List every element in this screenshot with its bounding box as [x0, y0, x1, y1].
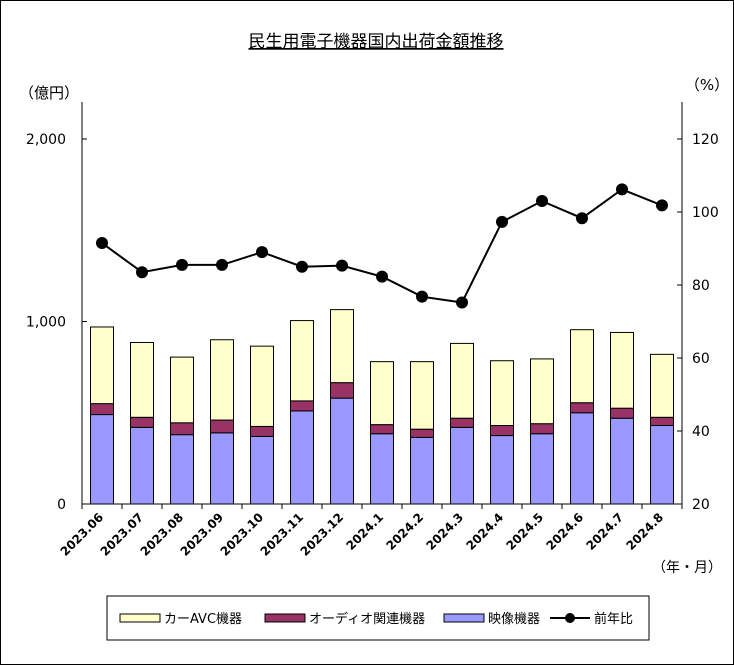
yoy-point	[536, 195, 548, 208]
legend: カーAVC機器 オーディオ関連機器 映像機器 前年比	[106, 595, 650, 641]
x-tick-label: 2023.12	[298, 510, 347, 559]
x-axis-label: （年・月）	[652, 560, 722, 576]
yoy-point	[256, 246, 268, 259]
yoy-point	[96, 237, 108, 250]
bar-segment	[650, 353, 674, 418]
bar-segment	[490, 435, 514, 505]
bar-segment	[250, 425, 274, 437]
bar-segment	[330, 382, 354, 399]
right-tick-label: 40	[692, 424, 710, 440]
bar-segment	[130, 426, 154, 505]
yoy-line	[101, 188, 663, 304]
bar-segment	[170, 434, 194, 505]
x-tick-label: 2024.1	[343, 510, 386, 553]
right-tick-label: 60	[692, 351, 710, 367]
x-tick-label: 2024.8	[623, 510, 666, 553]
x-tick-label: 2024.3	[423, 510, 466, 553]
bar-segment	[210, 339, 234, 421]
yoy-point	[176, 258, 188, 271]
bar-segment	[530, 423, 554, 435]
bar-segment	[370, 361, 394, 426]
yoy-point	[616, 183, 628, 196]
bar-segment	[330, 309, 354, 384]
legend-swatch	[264, 613, 306, 623]
bar-segment	[570, 412, 594, 505]
yoy-point	[336, 259, 348, 272]
legend-marker	[565, 613, 575, 623]
yoy-point	[576, 212, 588, 225]
left-tick-label: 0	[57, 497, 66, 513]
bar-segment	[570, 329, 594, 404]
left-tick-label: 1,000	[26, 315, 66, 331]
bar-segment	[210, 432, 234, 505]
legend-label: カーAVC機器	[164, 612, 242, 627]
bar-segment	[570, 402, 594, 414]
bar-segment	[290, 410, 314, 505]
bar-segment	[370, 433, 394, 505]
bar-segment	[410, 436, 434, 505]
right-axis-unit: （%）	[685, 76, 729, 94]
bar-segment	[290, 400, 314, 412]
right-tick-label: 120	[692, 132, 719, 148]
bar-segment	[490, 425, 514, 437]
bar-segment	[290, 320, 314, 402]
bar-segment	[250, 435, 274, 505]
x-tick-label: 2024.4	[463, 510, 506, 553]
left-tick-label: 2,000	[26, 132, 66, 148]
right-tick-label: 100	[692, 205, 719, 221]
bar-segment	[450, 426, 474, 505]
legend-swatch	[119, 613, 161, 623]
bar-segment	[250, 345, 274, 427]
bar-segment	[90, 414, 114, 505]
legend-swatch	[443, 613, 485, 623]
yoy-point	[296, 260, 308, 273]
yoy-point	[376, 270, 388, 283]
bar-segment	[90, 403, 114, 416]
x-tick-label: 2024.7	[583, 510, 626, 553]
bar-segment	[330, 397, 354, 505]
right-tick-label: 80	[692, 278, 710, 294]
bar-segment	[650, 416, 674, 427]
bar-segment	[530, 358, 554, 425]
bar-segment	[610, 417, 634, 505]
bar-segment	[650, 425, 674, 505]
left-axis-unit: （億円）	[19, 84, 79, 102]
bar-segment	[410, 361, 434, 430]
legend-label: 映像機器	[488, 612, 540, 627]
bar-segment	[170, 422, 194, 436]
bar-segment	[450, 342, 474, 419]
yoy-point	[416, 290, 428, 303]
bar-segment	[130, 341, 154, 418]
legend-label: オーディオ関連機器	[309, 611, 425, 627]
bar-segment	[450, 417, 474, 428]
bar-segment	[610, 331, 634, 409]
chart-title: 民生用電子機器国内出荷金額推移	[249, 32, 504, 52]
x-tick-label: 2024.5	[503, 510, 546, 553]
bar-segment	[610, 407, 634, 419]
yoy-point	[656, 199, 668, 212]
yoy-point	[136, 266, 148, 279]
bar-segment	[370, 424, 394, 435]
bar-segment	[530, 433, 554, 505]
bar-segment	[90, 326, 114, 405]
bar-segment	[210, 419, 234, 434]
bar-segment	[490, 360, 514, 427]
right-tick-label: 20	[692, 497, 710, 513]
x-tick-label: 2024.2	[383, 510, 426, 553]
plot-area: 01,0002,000204060801001202023.062023.072…	[26, 102, 719, 559]
yoy-point	[456, 296, 468, 309]
yoy-point	[216, 258, 228, 271]
bar-segment	[410, 428, 434, 438]
x-tick-label: 2024.6	[543, 510, 586, 553]
legend-label: 前年比	[594, 611, 633, 627]
bar-segment	[130, 416, 154, 428]
yoy-point	[496, 215, 508, 228]
bar-segment	[170, 356, 194, 424]
